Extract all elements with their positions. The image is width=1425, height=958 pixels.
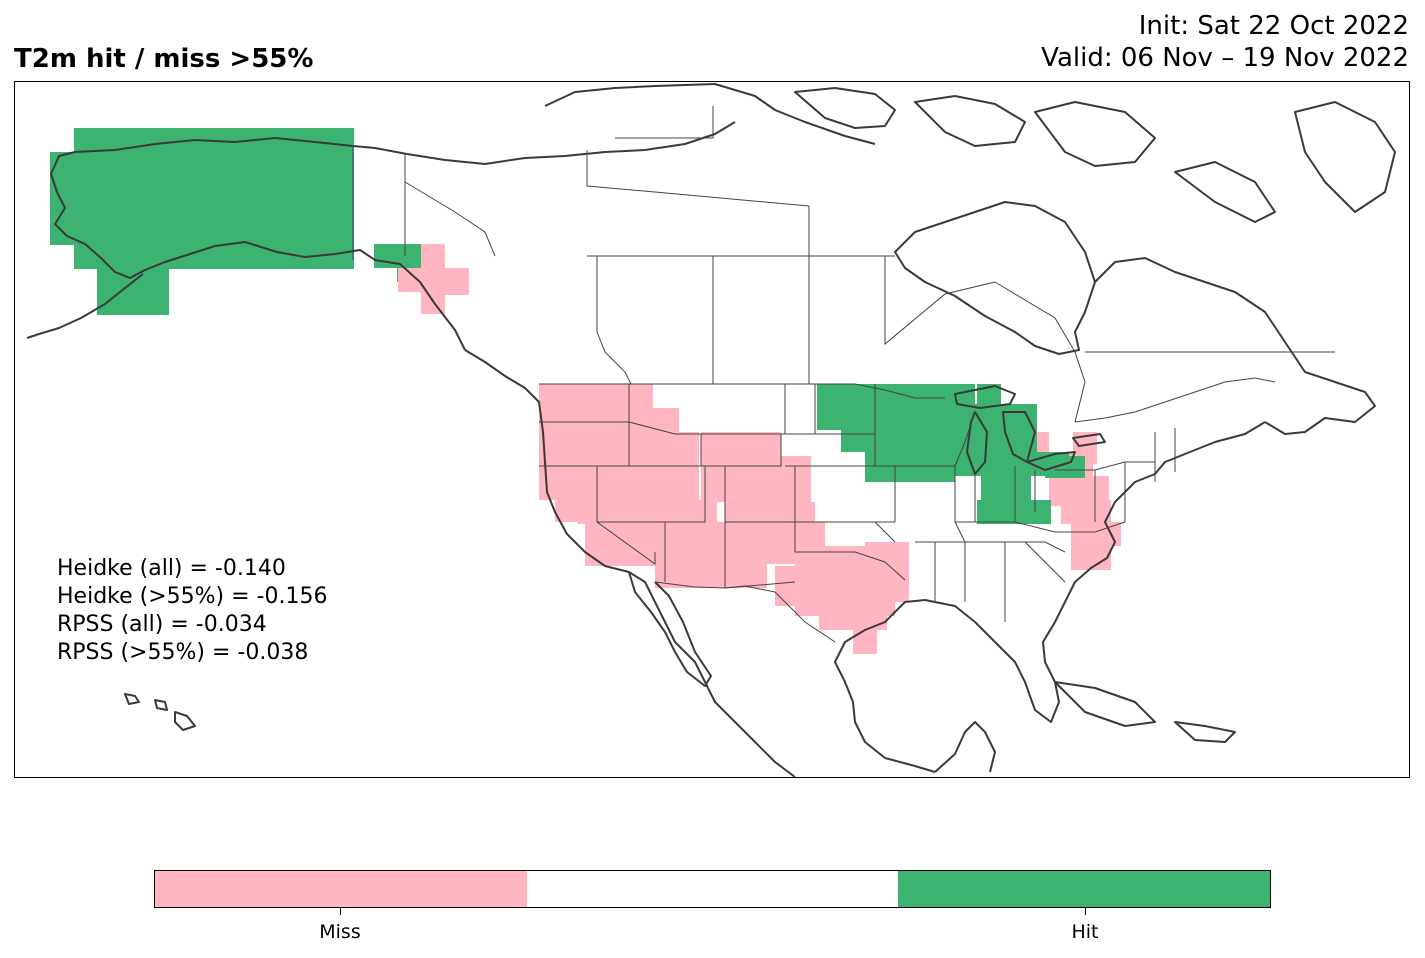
heidke-all: Heidke (all) = -0.140	[57, 556, 286, 581]
date-info: Init: Sat 22 Oct 2022 Valid: 06 Nov – 19…	[1041, 10, 1409, 74]
hit-cell	[50, 221, 74, 245]
init-date: Init: Sat 22 Oct 2022	[1138, 11, 1409, 41]
map-title: T2m hit / miss >55%	[14, 44, 314, 74]
colorbar-hit-segment	[898, 871, 1271, 907]
hit-cell	[977, 500, 1001, 524]
miss-cell	[853, 630, 877, 654]
skill-scores: Heidke (all) = -0.140 Heidke (>55%) = -0…	[57, 555, 327, 667]
hit-cell	[817, 384, 957, 430]
miss-cell	[421, 244, 445, 268]
map-panel	[14, 81, 1410, 778]
hit-cell	[74, 245, 120, 269]
hit-cell	[911, 452, 961, 476]
colorbar-label-hit: Hit	[1071, 921, 1099, 943]
colorbar-label-miss: Miss	[319, 921, 361, 943]
miss-cell	[539, 408, 679, 432]
miss-cell	[1071, 546, 1111, 570]
hit-cell	[1045, 456, 1085, 478]
miss-cell	[655, 546, 745, 586]
miss-cell	[539, 384, 653, 408]
miss-cell	[539, 466, 699, 500]
miss-cell	[577, 500, 717, 524]
rpss-55: RPSS (>55%) = -0.038	[57, 640, 309, 665]
miss-cell	[839, 606, 887, 630]
rpss-all: RPSS (all) = -0.034	[57, 612, 267, 637]
hit-cell	[1017, 412, 1029, 502]
heidke-55: Heidke (>55%) = -0.156	[57, 584, 328, 609]
colorbar-neutral-segment	[526, 871, 899, 907]
miss-cell	[701, 456, 811, 502]
colorbar-tick-miss	[340, 908, 341, 915]
miss-cell	[701, 432, 781, 456]
miss-cell	[539, 432, 699, 466]
valid-range: Valid: 06 Nov – 19 Nov 2022	[1041, 43, 1409, 73]
miss-cell	[421, 268, 469, 295]
colorbar-miss-segment	[155, 871, 527, 907]
colorbar	[154, 870, 1271, 908]
colorbar-tick-hit	[1085, 908, 1086, 915]
hit-cell	[841, 430, 961, 452]
hit-cell	[1001, 500, 1051, 524]
miss-cell	[1061, 500, 1111, 524]
north-america-map	[26, 83, 1396, 777]
miss-cell	[865, 542, 909, 602]
